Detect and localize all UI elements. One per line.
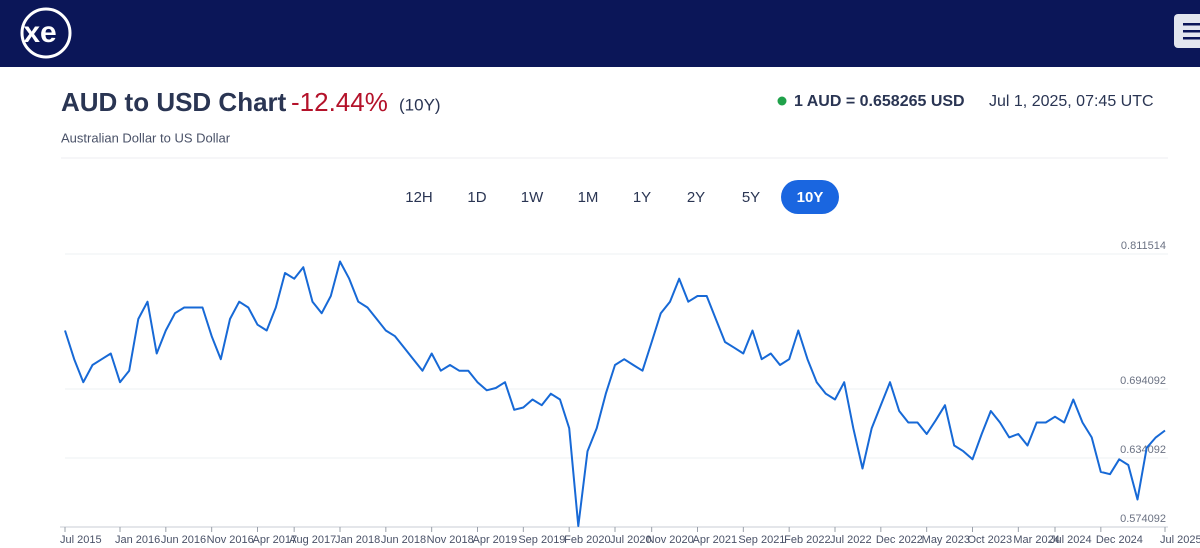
subtitle: Australian Dollar to US Dollar — [61, 130, 231, 145]
x-tick-label: Jul 2025 — [1160, 534, 1200, 546]
logo-ring — [20, 7, 72, 59]
change: -12.44% — [291, 87, 388, 117]
x-tick-label: Jun 2018 — [381, 534, 426, 546]
range-tab[interactable]: 1Y — [633, 189, 651, 206]
timestamp: Jul 1, 2025, 07:45 UTC — [989, 93, 1154, 110]
chart-title: AUD to USD Chart — [61, 87, 287, 117]
x-tick-label: Feb 2020 — [564, 534, 610, 546]
tab-label: 1W — [521, 189, 544, 206]
x-tick-label: Dec 2024 — [1096, 534, 1143, 546]
x-tick-label: Sep 2019 — [518, 534, 565, 546]
rate: 1 AUD = 0.658265 USD — [794, 93, 965, 110]
menu-button[interactable] — [1174, 14, 1200, 48]
rate-line — [64, 260, 1166, 527]
y-tick-label: 0.811514 — [1121, 240, 1166, 252]
y-tick-label: 0.694092 — [1120, 375, 1166, 387]
x-tick-label: Nov 2018 — [427, 534, 474, 546]
x-tick-label: Apr 2017 — [253, 534, 298, 546]
menu-line — [1183, 30, 1200, 33]
tab-label: 1D — [467, 189, 486, 206]
x-tick-label: Apr 2019 — [473, 534, 518, 546]
x-tick-label: Nov 2020 — [647, 534, 694, 546]
x-tick-label: Jul 2024 — [1050, 534, 1092, 546]
x-tick-label: Sep 2021 — [738, 534, 785, 546]
menu-line — [1183, 37, 1200, 40]
x-tick-label: May 2023 — [922, 534, 970, 546]
x-tick-label: Mar 2024 — [1013, 534, 1059, 546]
tab-label: 10Y — [797, 189, 824, 206]
chart: 0.811514 0.694092 0.634092 0.574092 Jul 2015… — [60, 240, 1200, 546]
x-tick-label: Nov 2016 — [207, 534, 254, 546]
x-tick-label: Oct 2023 — [968, 534, 1013, 546]
y-tick-label: 0.634092 — [1120, 444, 1166, 456]
logo-text: xe — [23, 16, 56, 49]
x-tick-label: Jan 2018 — [335, 534, 380, 546]
active-tab-pill — [781, 180, 839, 214]
tab-label: 12H — [405, 189, 433, 206]
x-tick-label: Jul 2015 — [60, 534, 102, 546]
tab-label: 5Y — [742, 189, 760, 206]
x-tick-label: Jun 2016 — [161, 534, 206, 546]
range-tab[interactable]: 1W — [521, 189, 544, 206]
range-tab[interactable]: 12H — [405, 189, 433, 206]
range-tab[interactable]: 10Y — [781, 180, 839, 214]
range-tab[interactable]: 1D — [467, 189, 486, 206]
range-tabs: 12H 1D 1W 1M 1Y 2Y 5Y 10Y — [405, 180, 839, 214]
range-tab[interactable]: 1M — [578, 189, 599, 206]
tab-label: 1M — [578, 189, 599, 206]
x-tick-label: Jul 2022 — [830, 534, 872, 546]
range-tab[interactable]: 2Y — [687, 189, 705, 206]
x-tick-label: Dec 2022 — [876, 534, 923, 546]
y-tick-label: 0.574092 — [1120, 513, 1166, 525]
range-tab[interactable]: 5Y — [742, 189, 760, 206]
live-dot — [777, 96, 787, 106]
x-tick-label: Feb 2022 — [784, 534, 830, 546]
tab-label: 1Y — [633, 189, 651, 206]
logo[interactable]: xe — [20, 7, 72, 59]
menu-line — [1183, 23, 1200, 26]
x-tick-label: Apr 2021 — [693, 534, 738, 546]
tab-label: 2Y — [687, 189, 705, 206]
x-tick-label: Jul 2020 — [610, 534, 652, 546]
x-tick-label: Aug 2017 — [289, 534, 336, 546]
nav-bar — [0, 0, 1200, 67]
x-tick-label: Jan 2016 — [115, 534, 160, 546]
period: (10Y) — [399, 95, 441, 114]
